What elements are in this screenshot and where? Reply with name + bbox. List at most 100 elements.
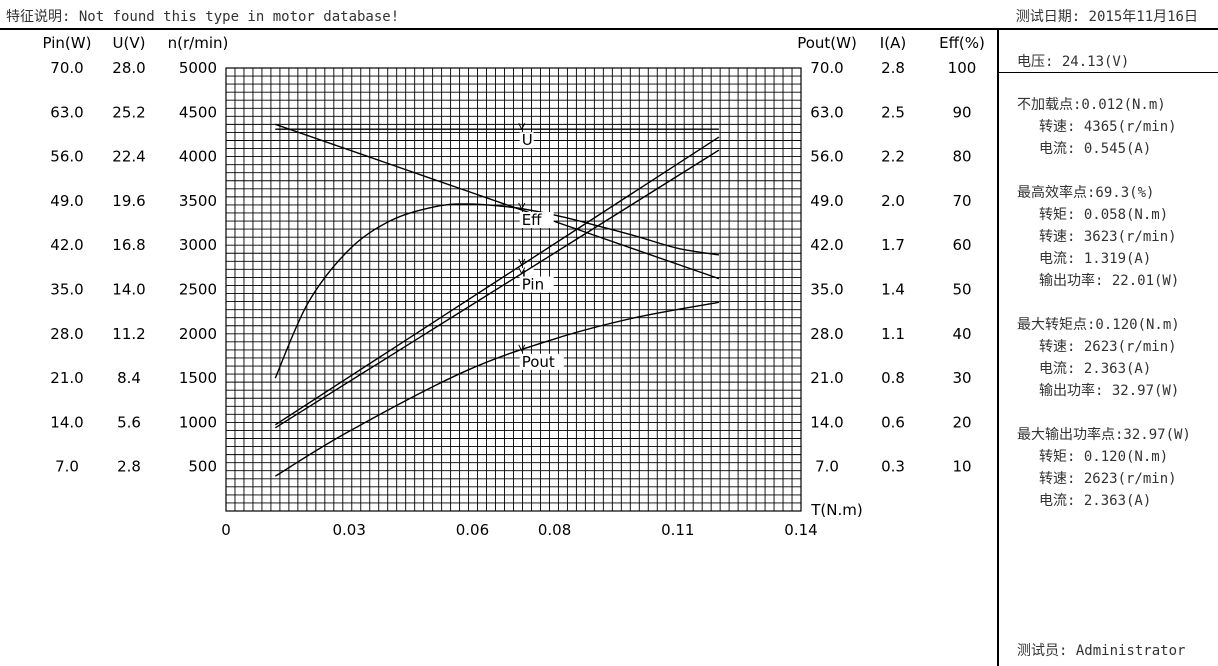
curve-i xyxy=(274,136,720,426)
tick-left-1-5: 14.0 xyxy=(112,281,145,299)
tick-left-2-1: 4500 xyxy=(179,103,217,121)
panel-divider xyxy=(997,28,999,666)
tick-right-2-0: 100 xyxy=(948,59,977,77)
tick-left-1-8: 5.6 xyxy=(117,413,141,431)
curve-label-bg-pin xyxy=(519,276,554,293)
tick-right-1-3: 2.0 xyxy=(881,192,905,210)
tick-left-0-7: 21.0 xyxy=(50,369,83,387)
tick-right-1-0: 2.8 xyxy=(881,59,905,77)
tick-left-2-9: 500 xyxy=(188,458,217,476)
x-tick-1: 0.03 xyxy=(333,521,366,539)
test-date-text: 测试日期: 2015年11月16日 xyxy=(1015,9,1198,25)
tick-right-1-2: 2.2 xyxy=(881,148,905,166)
tick-left-1-7: 8.4 xyxy=(117,369,141,387)
tick-right-0-0: 70.0 xyxy=(810,59,843,77)
axis-label-right-2: Eff(%) xyxy=(939,34,985,52)
tick-left-1-4: 16.8 xyxy=(112,236,145,254)
curve-n xyxy=(275,123,720,280)
group-title-1: 最高效率点:69.3(%) xyxy=(1017,185,1155,201)
tick-right-0-5: 35.0 xyxy=(810,281,843,299)
curve-label-pin: Pin xyxy=(522,276,544,294)
curve-label-pout: Pout xyxy=(522,353,555,371)
tick-right-1-4: 1.7 xyxy=(881,236,905,254)
tick-right-2-4: 60 xyxy=(952,236,971,254)
curve-label-bg-eff xyxy=(519,212,554,229)
tick-right-1-6: 1.1 xyxy=(881,325,905,343)
tick-right-2-1: 90 xyxy=(952,103,971,121)
chart-grid xyxy=(225,67,802,512)
tick-right-0-7: 21.0 xyxy=(810,369,843,387)
tick-right-1-9: 0.3 xyxy=(881,458,905,476)
group-1-line-3: 输出功率: 22.01(W) xyxy=(1039,273,1180,289)
group-3-line-2: 电流: 2.363(A) xyxy=(1039,493,1152,509)
tick-left-1-1: 25.2 xyxy=(112,103,145,121)
tick-left-2-5: 2500 xyxy=(179,281,217,299)
top-bar: 特征说明: Not found this type in motor datab… xyxy=(0,0,1218,29)
group-title-2: 最大转矩点:0.120(N.m) xyxy=(1017,317,1180,333)
results-panel: 电压: 24.13(V) 不加载点:0.012(N.m) 转速: 4365(r/mi… xyxy=(999,30,1218,666)
curve-marker-u xyxy=(518,123,526,131)
curve-label-u: U xyxy=(522,131,533,149)
voltage-divider xyxy=(999,72,1218,73)
tester-text: 测试员: Administrator xyxy=(1017,643,1186,659)
tick-left-1-0: 28.0 xyxy=(112,59,145,77)
tick-left-0-0: 70.0 xyxy=(50,59,83,77)
group-3-line-0: 转矩: 0.120(N.m) xyxy=(1039,449,1169,465)
top-divider xyxy=(0,28,1218,30)
curve-pout xyxy=(274,301,720,477)
x-tick-5: 0.14 xyxy=(784,521,817,539)
curve-marker-i xyxy=(518,258,526,267)
curve-eff xyxy=(274,203,720,379)
tick-left-0-5: 35.0 xyxy=(50,281,83,299)
tick-left-2-0: 5000 xyxy=(179,59,217,77)
group-2-line-1: 电流: 2.363(A) xyxy=(1039,361,1152,377)
curve-marker-pout xyxy=(518,344,526,352)
tick-left-2-8: 1000 xyxy=(179,413,217,431)
group-title-0: 不加载点:0.012(N.m) xyxy=(1017,97,1166,113)
tick-left-0-4: 42.0 xyxy=(50,236,83,254)
curve-marker-pin xyxy=(518,267,526,275)
curve-pin xyxy=(274,149,720,429)
x-tick-2: 0.06 xyxy=(456,521,489,539)
tick-left-0-8: 14.0 xyxy=(50,413,83,431)
tick-right-1-5: 1.4 xyxy=(881,281,905,299)
tick-left-2-3: 3500 xyxy=(179,192,217,210)
group-1-line-0: 转矩: 0.058(N.m) xyxy=(1039,207,1169,223)
tick-right-0-8: 14.0 xyxy=(810,413,843,431)
group-1-line-1: 转速: 3623(r/min) xyxy=(1039,229,1177,245)
tick-right-0-1: 63.0 xyxy=(810,103,843,121)
tick-left-0-3: 49.0 xyxy=(50,192,83,210)
grid-lines xyxy=(225,67,802,512)
axis-label-right-0: Pout(W) xyxy=(797,34,857,52)
curve-label-i: I xyxy=(522,267,526,285)
tick-left-1-9: 2.8 xyxy=(117,458,141,476)
tick-right-0-6: 28.0 xyxy=(810,325,843,343)
plot-frame xyxy=(225,67,802,512)
axis-label-left-2: n(r/min) xyxy=(168,34,229,52)
tick-right-1-7: 0.8 xyxy=(881,369,905,387)
motor-performance-chart: Pin(W) 70.0 63.0 56.0 49.0 42.0 35.0 28.0 21.0 14… xyxy=(43,34,985,539)
curve-label-bg-u xyxy=(519,132,534,149)
tick-right-2-7: 30 xyxy=(952,369,971,387)
group-2-line-0: 转速: 2623(r/min) xyxy=(1039,339,1177,355)
x-tick-0: 0 xyxy=(221,521,231,539)
tick-left-2-4: 3000 xyxy=(179,236,217,254)
tick-left-0-6: 28.0 xyxy=(50,325,83,343)
tick-right-1-8: 0.6 xyxy=(881,413,905,431)
group-0-line-1: 电流: 0.545(A) xyxy=(1039,141,1152,157)
group-2-line-2: 输出功率: 32.97(W) xyxy=(1039,383,1180,399)
tick-left-1-3: 19.6 xyxy=(112,192,145,210)
group-1-line-2: 电流: 1.319(A) xyxy=(1039,251,1152,267)
axis-labels: Pin(W) 70.0 63.0 56.0 49.0 42.0 35.0 28.0 21.0 14… xyxy=(43,34,985,539)
group-title-3: 最大输出功率点:32.97(W) xyxy=(1017,427,1191,443)
tick-right-1-1: 2.5 xyxy=(881,103,905,121)
description-text: 特征说明: Not found this type in motor datab… xyxy=(6,9,400,25)
tick-right-2-8: 20 xyxy=(952,413,971,431)
curve-marker-eff xyxy=(518,202,526,211)
tick-right-2-6: 40 xyxy=(952,325,971,343)
tick-right-0-4: 42.0 xyxy=(810,236,843,254)
group-0-line-0: 转速: 4365(r/min) xyxy=(1039,119,1177,135)
tick-right-2-3: 70 xyxy=(952,192,971,210)
tick-left-0-1: 63.0 xyxy=(50,103,83,121)
